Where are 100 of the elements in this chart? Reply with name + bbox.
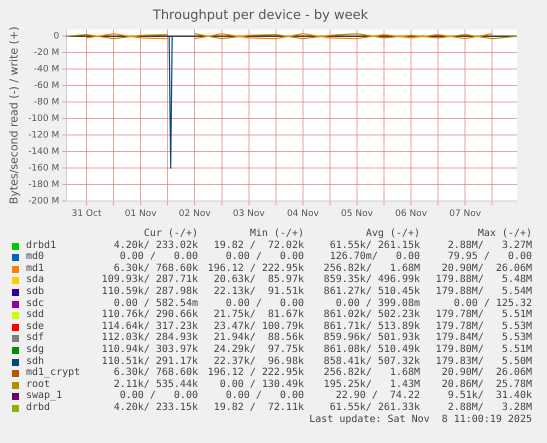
y-tick-label: 0 [54,32,60,42]
text: 179.78M/ 5.51M [436,309,532,322]
text: 6.30k/ 768.60k [114,262,198,274]
text: 20.90M/ 26.06M [442,367,532,380]
text: 196.12 / 222.95k [208,367,304,379]
text: 859.96k/ 501.93k [324,332,420,344]
x-tick-label: 02 Nov [178,208,212,219]
text: Avg (-/+) [366,228,420,240]
text: 196.12 / 222.95k [208,262,304,274]
text: 24.29k/ 97.75k [214,344,304,356]
y-axis-title: Bytes/second read (-) / write (+) [7,26,20,204]
text: Cur (-/+) [144,228,198,240]
text: 109.93k/ 287.71k [102,274,198,286]
x-tick-label: 01 Nov [124,208,158,219]
text: 861.71k/ 513.89k [324,320,420,332]
y-tick-label: -40 M [34,64,60,75]
text: 858.41k/ 507.32k [324,356,420,367]
text: 179.84M/ 5.53M [436,332,532,344]
text: 110.76k/ 290.66k [102,309,198,321]
legend-label: md1 [26,262,44,274]
x-tick-label: 06 Nov [395,208,428,219]
text: Last update: Sat Nov 8 11:00:19 2025 [309,414,532,426]
legend-label: swap_1 [26,390,62,402]
legend-label: sde [26,320,44,332]
text: 19.82 / 72.11k [214,402,304,414]
text: 22.13k/ 91.51k [214,286,304,298]
text: 4.20k/ 233.02k [114,240,198,252]
legend-label: root [26,378,50,390]
text: 2.11k/ 535.44k [114,378,198,390]
text: 110.59k/ 287.98k [102,286,198,298]
text: Max (-/+) [478,228,532,240]
text: 21.75k/ 81.67k [214,309,304,321]
y-tick-label: -60 M [34,81,60,92]
text: 195.25k/ 1.43M [324,378,420,390]
text: 79.95 / 0.00 [448,251,532,264]
x-tick-label: 05 Nov [341,208,374,219]
text: 4.20k/ 233.15k [114,402,198,414]
text: 21.94k/ 88.56k [214,332,304,344]
text: 126.70m/ 0.00 [330,251,420,263]
text: 20.90M/ 26.06M [442,262,532,274]
y-tick-label: -20 M [34,48,60,58]
text: 6.30k/ 768.60k [114,367,198,379]
text: 19.82 / 72.02k [214,240,304,252]
text: 2.88M/ 3.28M [448,402,532,414]
text: 861.27k/ 510.45k [324,286,420,298]
y-tick-label: -200 M [28,196,60,207]
text: 0.00 / 0.00 [226,390,304,402]
legend-label: sdc [26,298,44,309]
text: 110.94k/ 303.97k [102,344,198,356]
y-tick-label: -120 M [28,130,60,141]
text: 0.00 / 0.00 [226,298,304,309]
text: 112.03k/ 284.93k [102,332,198,344]
y-tick-label: -180 M [28,180,60,190]
text: 179.88M/ 5.54M [436,286,532,298]
y-tick-label: -100 M [28,114,60,124]
legend-label: sdf [26,332,44,344]
x-tick-label: 07 Nov [449,208,482,219]
text: 179.88M/ 5.48M [436,274,532,286]
text: 179.78M/ 5.53M [436,320,532,332]
y-tick-label: -160 M [28,164,60,174]
text: 861.02k/ 502.23k [324,309,420,321]
text: 110.51k/ 291.17k [102,356,198,367]
text: 23.47k/ 100.79k [214,320,304,332]
text: 61.55k/ 261.33k [330,402,420,414]
legend-label: md0 [26,251,44,263]
legend-label: sdh [26,356,44,367]
text: 0.00 / 125.32 [454,298,532,310]
text: Min (-/+) [250,228,304,240]
text: 861.08k/ 510.49k [324,344,420,356]
text: 0.00 / 399.08m [336,298,420,309]
text: 20.63k/ 85.97k [214,274,304,286]
text: 61.55k/ 261.15k [330,240,420,252]
text: 22.37k/ 96.98k [214,356,304,367]
x-tick-label: 31 Oct [72,208,102,219]
text: 0.00 / 582.54m [114,298,198,309]
text: 256.82k/ 1.68M [324,262,420,274]
legend-label: drbd [26,402,50,414]
y-tick-label: -80 M [34,98,60,108]
text: 2.88M/ 3.27M [448,240,532,252]
text: 0.00 / 0.00 [120,390,198,402]
legend-label: sdg [26,344,44,356]
text: 114.64k/ 317.23k [102,320,198,332]
legend-label: drbd1 [26,240,56,251]
text: 0.00 / 0.00 [226,251,304,263]
legend-label: sdb [26,286,44,298]
text: 20.86M/ 25.78M [442,378,532,390]
text: 0.00 / 130.49k [220,378,304,390]
text: 9.51k/ 31.40k [448,390,532,402]
x-tick-label: 03 Nov [232,208,266,219]
text: 256.82k/ 1.68M [324,367,420,379]
x-tick-label: 04 Nov [286,208,320,219]
text: 859.35k/ 496.99k [324,274,420,286]
text: 0.00 / 0.00 [120,251,198,263]
chart-title: Throughput per device - by week [152,8,369,24]
legend-label: md1_crypt [26,367,80,380]
y-tick-label: -140 M [28,147,60,158]
legend-label: sda [26,274,44,286]
text: 22.90 / 74.22 [336,390,420,402]
text: 179.80M/ 5.51M [436,344,532,356]
text: 179.83M/ 5.50M [436,356,532,368]
